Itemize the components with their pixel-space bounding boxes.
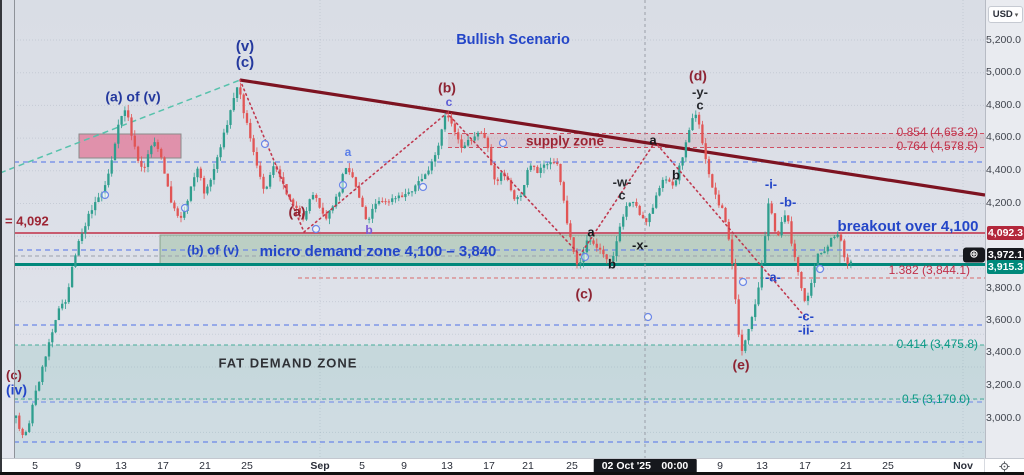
price-tick: 4,400.0 <box>985 164 1021 176</box>
wave-label-c-mid: (c) <box>575 286 592 302</box>
window-bottom-edge <box>0 472 1024 475</box>
gear-icon <box>999 460 1010 472</box>
time-tick: 21 <box>199 460 211 472</box>
breakout-label: breakout over 4,100 <box>838 218 979 235</box>
currency-dropdown-button[interactable]: USD ▾ <box>988 6 1023 23</box>
rising-support-dashed-line[interactable] <box>0 79 241 174</box>
time-tick: 5 <box>32 460 38 472</box>
wave-label-ii: -ii- <box>798 322 814 337</box>
wave-label-x: -x- <box>632 237 648 252</box>
add-alert-plus-button[interactable]: ⊕ <box>963 247 985 263</box>
price-tick: 3,200.0 <box>985 379 1021 391</box>
price-tick: 5,200.0 <box>985 34 1021 46</box>
wave-label-d: (d) <box>689 68 707 84</box>
crosshair-time-badge: 02 Oct '25 00:00 <box>593 459 697 473</box>
wave-label-a-black2: a <box>587 224 595 239</box>
fat-demand-zone-label: FAT DEMAND ZONE <box>219 355 358 370</box>
price-tick: 4,600.0 <box>985 131 1021 143</box>
price-axis[interactable]: USD ▾ 5,200.0 5,000.0 4,800.0 4,600.0 4,400.… <box>963 0 1024 458</box>
time-tick: 13 <box>441 460 453 472</box>
time-tick: 5 <box>359 460 365 472</box>
micro-demand-zone-label: micro demand zone 4,100 – 3,840 <box>260 243 497 260</box>
descending-resistance-trendline[interactable] <box>239 78 985 197</box>
wave-label-c-small2: c <box>696 97 703 112</box>
candlestick-chart[interactable]: (v)(c)(a) of (v)Bullish Scenario(b)ca(a)… <box>0 0 985 458</box>
time-tick: 13 <box>115 460 127 472</box>
time-tick: 25 <box>566 460 578 472</box>
wave-label-a-blue: -a- <box>765 269 781 284</box>
price-tick: 3,000.0 <box>985 412 1021 424</box>
wave-label-v: (v) <box>236 38 254 55</box>
wave-label-b-mid: (b) <box>438 80 456 96</box>
chevron-down-icon: ▾ <box>1014 11 1019 19</box>
supply-zone-label: supply zone <box>526 134 604 149</box>
wave-label-y: -y- <box>692 84 708 99</box>
wave-label-b-small1: b <box>365 223 372 237</box>
elliott-wave-dotted-path[interactable] <box>239 79 807 319</box>
wave-label-c-bottom: (c) <box>6 367 22 382</box>
fib-label-1382: 1.382 (3,844.1) <box>889 263 970 277</box>
price-badge: 3,915.3 <box>987 260 1024 274</box>
price-tick: 4,200.0 <box>985 197 1021 209</box>
time-tick: 17 <box>483 460 495 472</box>
fat-demand-zone-lower[interactable] <box>14 399 985 458</box>
price-tick: 3,600.0 <box>985 314 1021 326</box>
time-tick: Sep <box>310 460 330 472</box>
price-callout-4092: = 4,092 <box>5 213 49 228</box>
wave-label-iv: (iv) <box>6 382 27 398</box>
fib-label-0414: 0.414 (3,475.8) <box>897 337 978 351</box>
wave-label-b-blue: -b- <box>780 194 797 209</box>
wave-label-i: -i- <box>765 176 777 191</box>
wave-label-c-small3: c <box>618 187 625 202</box>
wave-label-b-black2: b <box>608 256 616 271</box>
price-tick: 5,000.0 <box>985 66 1021 78</box>
chart-pane[interactable]: (v) (c) (a) of (v) Bullish Scenario (b) c a (a)… <box>0 0 985 458</box>
wave-label-c-top: (c) <box>236 54 254 71</box>
time-tick: 9 <box>75 460 81 472</box>
time-tick: 21 <box>840 460 852 472</box>
wave-label-a-small1: a <box>345 145 352 159</box>
time-tick: 9 <box>717 460 723 472</box>
window-left-edge <box>0 0 2 475</box>
fib-label-05: 0.5 (3,170.0) <box>902 392 970 406</box>
price-tick: 3,800.0 <box>985 282 1021 294</box>
fib-label-0764: 0.764 (4,578.5) <box>897 139 978 153</box>
axis-settings-button[interactable] <box>984 458 1024 473</box>
wave-label-c-blue: -c- <box>798 308 814 323</box>
drawing-anchor-markers[interactable] <box>100 138 825 322</box>
pink-consolidation-box[interactable] <box>78 133 182 159</box>
currency-label: USD <box>992 9 1013 20</box>
wave-label-w: -w- <box>613 174 632 189</box>
time-tick: Nov <box>953 460 973 472</box>
pane-left-border <box>14 0 15 458</box>
price-tick: 4,800.0 <box>985 99 1021 111</box>
wave-label-a-of-v: (a) of (v) <box>105 89 160 105</box>
wave-label-b-black1: b <box>672 167 680 182</box>
price-tick: 3,400.0 <box>985 346 1021 358</box>
fat-demand-zone-upper[interactable] <box>14 344 985 400</box>
supply-zone[interactable] <box>448 132 985 149</box>
time-tick: 17 <box>799 460 811 472</box>
time-tick: 25 <box>882 460 894 472</box>
price-badge: 3,972.1 ⊕ <box>963 247 1024 263</box>
time-axis[interactable]: 5 9 13 17 21 25 Sep 5 9 13 17 21 25 9 13 17 21 25 Nov 02 Oc… <box>0 458 1024 473</box>
time-tick: 17 <box>157 460 169 472</box>
wave-label-e: (e) <box>732 357 749 373</box>
time-tick: 13 <box>756 460 768 472</box>
wave-label-b-of-v: (b) of (v) <box>187 242 239 257</box>
fib-label-0854: 0.854 (4,653.2) <box>897 125 978 139</box>
time-tick: 9 <box>401 460 407 472</box>
scenario-title: Bullish Scenario <box>456 32 570 48</box>
wave-label-c-small1: c <box>446 95 453 109</box>
wave-label-a-paren: (a) <box>288 204 305 220</box>
time-tick: 21 <box>522 460 534 472</box>
price-badge: 4,092.3 <box>987 226 1024 240</box>
wave-label-a-black1: a <box>649 132 657 147</box>
time-tick: 25 <box>241 460 253 472</box>
